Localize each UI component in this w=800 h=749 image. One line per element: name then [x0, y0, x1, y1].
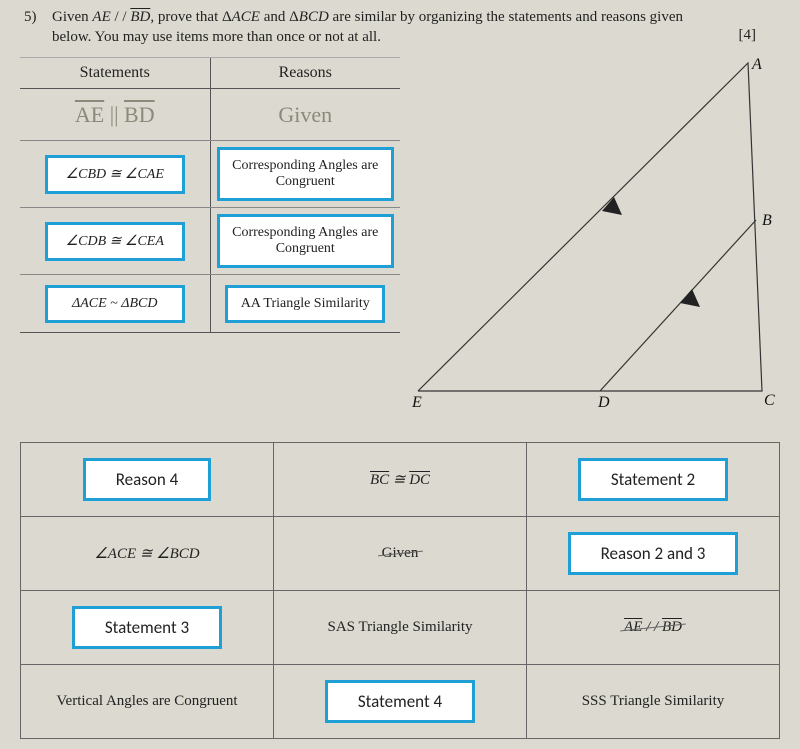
proof-row-3: ∠CDB ≅ ∠CEA Corresponding Angles are Con…	[20, 208, 400, 275]
triangle-ace	[418, 63, 762, 391]
choice-r2c1: ∠ACE ≅ ∠BCD	[21, 517, 274, 591]
choices-row-4: Vertical Angles are Congruent Statement …	[21, 665, 780, 739]
choice-r3c1: Statement 3	[21, 591, 274, 665]
vertex-label-c: C	[764, 392, 775, 409]
choices-row-1: Reason 4 BC ≅ DC Statement 2	[21, 443, 780, 517]
proof-row-4: ΔACE ~ ΔBCD AA Triangle Similarity	[20, 275, 400, 333]
vertex-label-d: D	[597, 394, 610, 411]
proof-reason-3: Corresponding Angles are Congruent	[211, 208, 401, 274]
choice-r2c3: Reason 2 and 3	[527, 517, 780, 591]
proof-header-row: Statements Reasons	[20, 57, 400, 89]
segment-bd	[600, 220, 756, 391]
arrow-bd	[680, 289, 700, 307]
choice-r1c3: Statement 2	[527, 443, 780, 517]
choice-r1c1: Reason 4	[21, 443, 274, 517]
choice-r4c1: Vertical Angles are Congruent	[21, 665, 274, 739]
header-statements: Statements	[20, 58, 210, 88]
choices-row-3: Statement 3 SAS Triangle Similarity AE /…	[21, 591, 780, 665]
prompt-line2: below. You may use items more than once …	[52, 29, 381, 45]
proof-table: Statements Reasons AE || BD Given ∠CBD ≅…	[20, 57, 400, 422]
marks-badge: [4]	[739, 26, 757, 46]
proof-stmt-1: AE || BD	[20, 96, 210, 134]
choice-r1c2: BC ≅ DC	[274, 443, 527, 517]
header-reasons: Reasons	[211, 58, 401, 88]
choice-r4c3: SSS Triangle Similarity	[527, 665, 780, 739]
proof-stmt-3: ∠CDB ≅ ∠CEA	[20, 216, 210, 267]
question-prompt: 5) Given AE / / BD, prove that ΔACE and …	[20, 8, 780, 47]
proof-row-1: AE || BD Given	[20, 89, 400, 141]
triangle-figure: A B C D E	[400, 57, 780, 422]
choice-r2c2: Given	[274, 517, 527, 591]
proof-reason-2: Corresponding Angles are Congruent	[211, 141, 401, 207]
prompt-line1: Given AE / / BD, prove that ΔACE and ΔBC…	[52, 9, 683, 25]
worksheet-page: 5) Given AE / / BD, prove that ΔACE and …	[0, 0, 800, 749]
proof-stmt-4: ΔACE ~ ΔBCD	[20, 279, 210, 329]
choices-row-2: ∠ACE ≅ ∠BCD Given Reason 2 and 3	[21, 517, 780, 591]
choice-r3c2: SAS Triangle Similarity	[274, 591, 527, 665]
choice-r3c3: AE / / BD	[527, 591, 780, 665]
question-number: 5)	[24, 8, 37, 28]
vertex-label-b: B	[762, 212, 772, 229]
choices-table: Reason 4 BC ≅ DC Statement 2 ∠ACE ≅ ∠BCD…	[20, 442, 780, 739]
vertex-label-e: E	[411, 394, 422, 411]
proof-reason-4: AA Triangle Similarity	[211, 279, 401, 329]
choice-r4c2: Statement 4	[274, 665, 527, 739]
triangle-svg: A B C D E	[400, 57, 780, 417]
proof-reason-1: Given	[211, 96, 401, 134]
proof-row-2: ∠CBD ≅ ∠CAE Corresponding Angles are Con…	[20, 141, 400, 208]
proof-stmt-2: ∠CBD ≅ ∠CAE	[20, 149, 210, 200]
upper-region: Statements Reasons AE || BD Given ∠CBD ≅…	[20, 57, 780, 422]
arrow-ae	[602, 197, 622, 215]
vertex-label-a: A	[751, 57, 762, 73]
